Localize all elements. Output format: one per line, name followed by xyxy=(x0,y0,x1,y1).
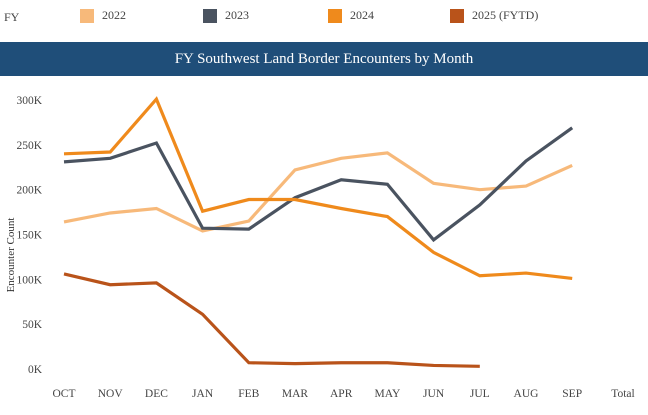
legend-item-2023[interactable]: 2023 xyxy=(203,8,249,23)
x-tick-label: OCT xyxy=(53,388,76,400)
x-tick-label: SEP xyxy=(562,388,582,400)
legend-swatch-2025 xyxy=(450,8,464,23)
x-axis-ticks: OCT NOV DEC JAN FEB MAR APR MAY JUN JUL AUG SEP xyxy=(53,388,583,400)
y-tick-label: 50K xyxy=(22,319,43,331)
chart-legend: FY 2022 2023 2024 2025 (FYTD) xyxy=(0,0,648,36)
y-tick-label: 250K xyxy=(16,140,42,152)
legend-item-2022[interactable]: 2022 xyxy=(80,8,126,23)
x-tick-label: AUG xyxy=(514,388,539,400)
series-line-2022[interactable] xyxy=(63,151,573,233)
legend-label-2024: 2024 xyxy=(350,8,374,22)
x-tick-label: JUL xyxy=(470,388,490,400)
x-tick-label: APR xyxy=(330,388,353,400)
legend-swatch-2024 xyxy=(328,8,342,23)
line-chart: 0K 50K 100K 150K 200K 250K 300K OCT NOV DEC JAN FE… xyxy=(5,95,635,400)
series-line-2023[interactable] xyxy=(63,126,574,243)
legend-swatch-2022 xyxy=(80,8,94,23)
y-tick-label: 0K xyxy=(28,364,43,376)
chart-title: FY Southwest Land Border Encounters by M… xyxy=(0,42,648,76)
legend-label-2025: 2025 (FYTD) xyxy=(472,8,539,22)
x-tick-label: MAY xyxy=(375,388,401,400)
y-tick-label: 300K xyxy=(16,95,42,107)
legend-item-2025[interactable]: 2025 (FYTD) xyxy=(450,8,538,23)
legend-label-2022: 2022 xyxy=(102,8,126,22)
legend-title: FY xyxy=(4,10,20,24)
y-tick-label: 200K xyxy=(16,185,42,197)
x-tick-label: DEC xyxy=(145,388,168,400)
series-line-2025[interactable] xyxy=(63,272,480,368)
legend-item-2024[interactable]: 2024 xyxy=(328,8,374,23)
x-tick-label: MAR xyxy=(282,388,309,400)
y-tick-label: 150K xyxy=(16,230,42,242)
series-lines xyxy=(63,96,574,368)
y-tick-label: 100K xyxy=(16,274,42,286)
series-line-2024[interactable] xyxy=(63,96,573,281)
x-tick-label: FEB xyxy=(238,388,259,400)
x-tick-label: NOV xyxy=(98,388,124,400)
x-tick-label: JUN xyxy=(423,388,445,400)
legend-swatch-2023 xyxy=(203,8,217,23)
x-extra-label-total: Total xyxy=(611,388,634,400)
legend-label-2023: 2023 xyxy=(225,8,249,22)
y-axis-label: Encounter Count xyxy=(5,218,17,293)
x-tick-label: JAN xyxy=(192,388,214,400)
y-axis-ticks: 0K 50K 100K 150K 200K 250K 300K xyxy=(16,95,42,376)
